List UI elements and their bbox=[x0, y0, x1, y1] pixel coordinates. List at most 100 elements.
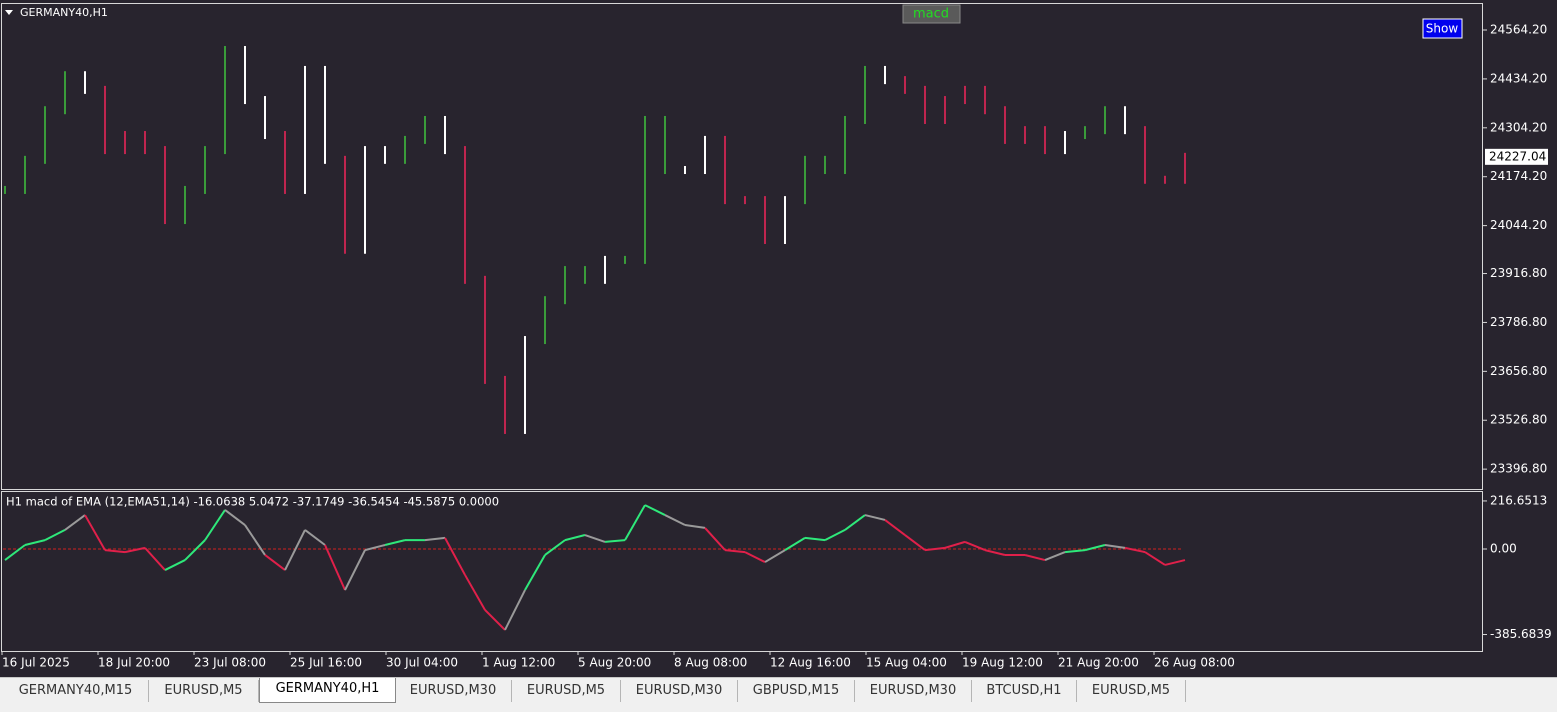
macd-segment bbox=[664, 514, 686, 526]
price-bar bbox=[704, 135, 706, 175]
y-tick-label: 24304.20 bbox=[1490, 120, 1547, 134]
price-bar bbox=[1064, 131, 1066, 155]
chart-tab[interactable]: EURUSD,M5 bbox=[512, 680, 621, 702]
chart-tab[interactable]: EURUSD,M30 bbox=[621, 680, 738, 702]
macd-segment bbox=[784, 537, 806, 551]
price-bar bbox=[1004, 106, 1006, 144]
last-price-label: 24227.04 bbox=[1489, 149, 1546, 163]
price-bar bbox=[224, 46, 226, 155]
macd-segment bbox=[584, 534, 606, 543]
macd-segment bbox=[684, 524, 706, 529]
price-bar bbox=[1164, 175, 1166, 184]
macd-segment bbox=[224, 509, 246, 526]
macd-segment bbox=[144, 547, 166, 571]
chart-tab[interactable]: EURUSD,M30 bbox=[855, 680, 972, 702]
y-tick-label: 216.6513 bbox=[1490, 493, 1547, 507]
price-bar bbox=[584, 266, 586, 284]
price-bar bbox=[744, 196, 746, 205]
macd-segment bbox=[164, 559, 186, 571]
y-tick-label: 24434.20 bbox=[1490, 71, 1547, 85]
price-bar bbox=[904, 76, 906, 94]
price-panel bbox=[1, 3, 1483, 490]
macd-segment bbox=[44, 529, 66, 542]
macd-segment bbox=[184, 539, 206, 561]
price-bar bbox=[724, 135, 726, 205]
macd-button[interactable] bbox=[902, 4, 961, 24]
macd-segment bbox=[824, 529, 846, 542]
macd-segment bbox=[964, 540, 986, 552]
x-tick-label: 30 Jul 04:00 bbox=[386, 656, 458, 670]
x-tick-label: 23 Jul 08:00 bbox=[194, 656, 266, 670]
macd-segment bbox=[644, 504, 666, 516]
y-tick-label: 23526.80 bbox=[1490, 413, 1547, 427]
chart-tab[interactable]: EURUSD,M5 bbox=[1077, 680, 1186, 702]
y-tick-label: 24174.20 bbox=[1490, 169, 1547, 183]
chart-tab[interactable]: EURUSD,M5 bbox=[149, 680, 259, 702]
x-tick-label: 5 Aug 20:00 bbox=[578, 656, 651, 670]
macd-segment bbox=[204, 509, 226, 541]
indicator-title: H1 macd of EMA (12,EMA51,14) -16.0638 5.… bbox=[6, 495, 499, 509]
price-bar bbox=[124, 131, 126, 155]
macd-segment bbox=[324, 544, 346, 591]
y-tick-label: 23916.80 bbox=[1490, 266, 1547, 280]
price-bar bbox=[24, 155, 26, 194]
price-bar bbox=[624, 255, 626, 264]
indicator-panel bbox=[1, 491, 1483, 652]
x-tick-label: 25 Jul 16:00 bbox=[290, 656, 362, 670]
collapse-icon[interactable] bbox=[5, 10, 13, 15]
macd-segment bbox=[704, 527, 726, 551]
price-bar bbox=[244, 46, 246, 105]
x-tick-label: 12 Aug 16:00 bbox=[770, 656, 851, 670]
price-bar bbox=[924, 85, 926, 124]
chart-tab[interactable]: GERMANY40,M15 bbox=[3, 680, 149, 702]
macd-segment bbox=[744, 551, 766, 563]
macd-segment bbox=[884, 519, 906, 536]
price-bar bbox=[864, 65, 866, 124]
chart-tab[interactable]: BTCUSD,H1 bbox=[972, 680, 1077, 702]
price-bar bbox=[404, 135, 406, 164]
x-tick-label: 1 Aug 12:00 bbox=[482, 656, 555, 670]
x-tick-label: 26 Aug 08:00 bbox=[1154, 656, 1235, 670]
price-bar bbox=[384, 146, 386, 164]
price-bar bbox=[484, 275, 486, 384]
chart-tab[interactable]: EURUSD,M30 bbox=[395, 680, 512, 702]
price-bar bbox=[304, 65, 306, 194]
price-bar bbox=[1024, 126, 1026, 144]
price-bar bbox=[944, 96, 946, 124]
macd-segment bbox=[804, 536, 826, 542]
x-tick-label: 18 Jul 20:00 bbox=[98, 656, 170, 670]
macd-segment bbox=[84, 514, 106, 551]
price-bar bbox=[544, 296, 546, 345]
chart-tab[interactable]: GBPUSD,M15 bbox=[738, 680, 855, 702]
price-bar bbox=[804, 155, 806, 205]
macd-segment bbox=[104, 549, 126, 554]
price-bar bbox=[524, 336, 526, 434]
macd-segment bbox=[724, 549, 746, 554]
macd-segment bbox=[864, 514, 886, 521]
price-bar bbox=[324, 65, 326, 164]
macd-segment bbox=[764, 549, 786, 563]
macd-segment bbox=[604, 539, 626, 543]
y-tick-label: 23786.80 bbox=[1490, 315, 1547, 329]
macd-segment bbox=[364, 544, 386, 552]
price-bar bbox=[684, 166, 686, 175]
macd-segment bbox=[344, 549, 366, 591]
price-bar bbox=[1084, 126, 1086, 140]
macd-segment bbox=[1144, 551, 1166, 566]
price-bar bbox=[884, 65, 886, 85]
price-bar bbox=[184, 185, 186, 225]
price-bar bbox=[984, 85, 986, 115]
chart-tab[interactable]: GERMANY40,H1 bbox=[259, 678, 396, 703]
price-bar bbox=[1184, 152, 1186, 184]
macd-segment bbox=[64, 514, 86, 531]
price-bar bbox=[1044, 126, 1046, 155]
price-bar bbox=[604, 255, 606, 284]
y-tick-label: -385.6839 bbox=[1490, 627, 1552, 641]
x-tick-label: 16 Jul 2025 bbox=[2, 656, 70, 670]
macd-button-label: macd bbox=[913, 7, 949, 22]
price-bar bbox=[504, 375, 506, 434]
price-bar bbox=[664, 115, 666, 175]
price-bar bbox=[424, 115, 426, 144]
show-button[interactable] bbox=[1422, 18, 1463, 39]
price-bar bbox=[364, 146, 366, 254]
